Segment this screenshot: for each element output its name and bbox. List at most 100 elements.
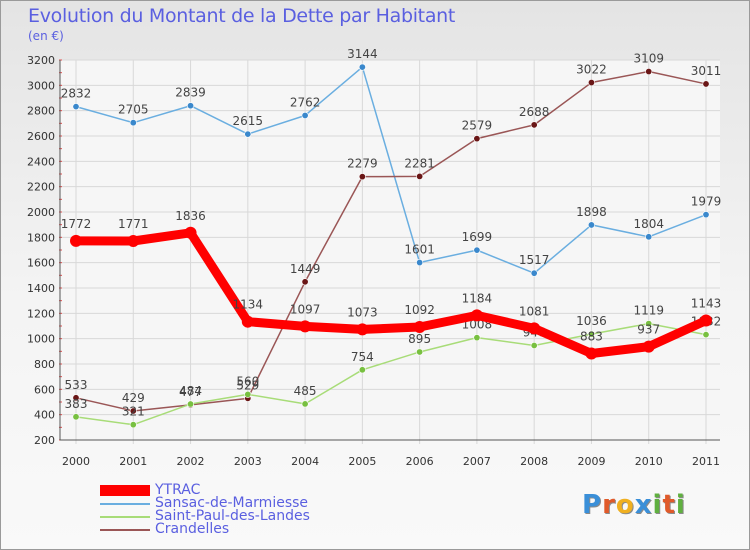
logo-letter: P <box>582 490 603 520</box>
data-label-sansac-de-marmiesse: 1979 <box>691 195 722 209</box>
data-label-saint-paul-des-landes: 754 <box>351 350 374 364</box>
data-point-ytrac <box>241 315 254 328</box>
data-point-saint-paul-des-landes <box>587 330 595 338</box>
data-point-sansac-de-marmiesse <box>530 269 538 277</box>
legend-swatch <box>100 515 150 518</box>
data-label-crandelles: 2279 <box>347 157 378 171</box>
legend-swatch <box>100 502 150 505</box>
data-label-ytrac: 1092 <box>404 303 435 317</box>
y-tick-label: 3000 <box>27 79 55 92</box>
data-point-sansac-de-marmiesse <box>301 111 309 119</box>
logo-letter: t <box>662 490 676 520</box>
y-tick-label: 2400 <box>27 155 55 168</box>
data-point-sansac-de-marmiesse <box>187 102 195 110</box>
y-tick-label: 3200 <box>27 54 55 67</box>
data-label-sansac-de-marmiesse: 2615 <box>233 114 264 128</box>
legend-label: Crandelles <box>155 521 230 537</box>
data-point-ytrac <box>70 234 82 247</box>
series-line-sansac-de-marmiesse <box>75 66 707 274</box>
x-tick-label: 2002 <box>177 455 205 468</box>
data-point-ytrac <box>356 323 369 336</box>
data-point-sansac-de-marmiesse <box>416 259 424 267</box>
data-point-saint-paul-des-landes <box>530 342 538 350</box>
data-point-ytrac <box>528 322 541 335</box>
data-point-ytrac <box>127 235 140 248</box>
data-point-saint-paul-des-landes <box>473 334 481 342</box>
series-line-saint-paul-des-landes <box>75 322 707 426</box>
proxiti-logo: Proxiti <box>582 490 686 520</box>
logo-letter: x <box>634 490 653 520</box>
data-label-crandelles: 3011 <box>691 64 722 78</box>
legend-swatch <box>100 528 150 531</box>
data-label-sansac-de-marmiesse: 2839 <box>175 86 206 100</box>
data-point-ytrac <box>184 226 197 239</box>
x-tick-label: 2006 <box>406 455 434 468</box>
data-point-saint-paul-des-landes <box>358 366 366 374</box>
data-label-sansac-de-marmiesse: 1804 <box>633 217 664 231</box>
chart-title: Evolution du Montant de la Dette par Hab… <box>28 5 456 27</box>
data-point-saint-paul-des-landes <box>645 320 653 328</box>
data-point-crandelles <box>473 135 481 143</box>
data-point-crandelles <box>72 394 80 402</box>
y-tick-label: 400 <box>34 409 55 422</box>
data-point-sansac-de-marmiesse <box>244 130 252 138</box>
x-tick-label: 2004 <box>291 455 319 468</box>
data-label-ytrac: 883 <box>580 329 603 343</box>
data-label-saint-paul-des-landes: 1036 <box>576 314 607 328</box>
data-label-crandelles: 3022 <box>576 63 607 77</box>
chart-subtitle: (en €) <box>28 29 64 43</box>
data-point-sansac-de-marmiesse <box>358 63 366 71</box>
series-line-crandelles <box>75 70 707 412</box>
data-label-ytrac: 1771 <box>118 217 149 231</box>
plot-area <box>60 60 720 440</box>
data-point-sansac-de-marmiesse <box>645 233 653 241</box>
data-point-ytrac <box>299 320 312 333</box>
data-label-saint-paul-des-landes: 1119 <box>633 304 664 318</box>
data-label-ytrac: 1772 <box>61 217 92 231</box>
data-point-sansac-de-marmiesse <box>129 119 137 127</box>
y-tick-label: 2200 <box>27 181 55 194</box>
data-label-ytrac: 937 <box>637 323 660 337</box>
x-tick-label: 2003 <box>234 455 262 468</box>
data-label-saint-paul-des-landes: 484 <box>179 384 202 398</box>
data-point-saint-paul-des-landes <box>244 390 252 398</box>
x-tick-label: 2001 <box>119 455 147 468</box>
data-label-crandelles: 533 <box>65 378 88 392</box>
y-tick-label: 2800 <box>27 105 55 118</box>
data-point-crandelles <box>301 278 309 286</box>
data-label-ytrac: 1184 <box>462 291 493 305</box>
data-point-crandelles <box>645 68 653 76</box>
data-point-saint-paul-des-landes <box>72 413 80 421</box>
x-tick-label: 2009 <box>577 455 605 468</box>
data-label-sansac-de-marmiesse: 2762 <box>290 95 321 109</box>
data-label-ytrac: 1073 <box>347 305 378 319</box>
data-label-crandelles: 2579 <box>462 119 493 133</box>
data-label-crandelles: 529 <box>236 378 259 392</box>
y-tick-label: 1800 <box>27 231 55 244</box>
data-point-sansac-de-marmiesse <box>473 246 481 254</box>
data-label-sansac-de-marmiesse: 1699 <box>462 230 493 244</box>
legend-label: YTRAC <box>155 482 201 498</box>
data-point-crandelles <box>358 173 366 181</box>
data-label-crandelles: 2281 <box>404 156 435 170</box>
data-point-saint-paul-des-landes <box>187 400 195 408</box>
data-label-ytrac: 1836 <box>175 209 206 223</box>
data-label-sansac-de-marmiesse: 1517 <box>519 253 550 267</box>
data-point-sansac-de-marmiesse <box>587 221 595 229</box>
data-label-saint-paul-des-landes: 895 <box>408 332 431 346</box>
data-label-sansac-de-marmiesse: 2832 <box>61 87 92 101</box>
data-label-sansac-de-marmiesse: 1898 <box>576 205 607 219</box>
data-point-saint-paul-des-landes <box>416 348 424 356</box>
data-point-sansac-de-marmiesse <box>702 211 710 219</box>
data-point-ytrac <box>700 314 712 327</box>
data-point-saint-paul-des-landes <box>129 421 137 429</box>
x-tick-label: 2005 <box>348 455 376 468</box>
y-tick-label: 2600 <box>27 130 55 143</box>
data-label-crandelles: 477 <box>179 385 202 399</box>
x-tick-label: 2010 <box>635 455 663 468</box>
y-tick-label: 200 <box>34 434 55 447</box>
data-label-crandelles: 429 <box>122 391 145 405</box>
legend-label: Saint-Paul-des-Landes <box>155 508 310 524</box>
data-label-ytrac: 1081 <box>519 304 550 318</box>
